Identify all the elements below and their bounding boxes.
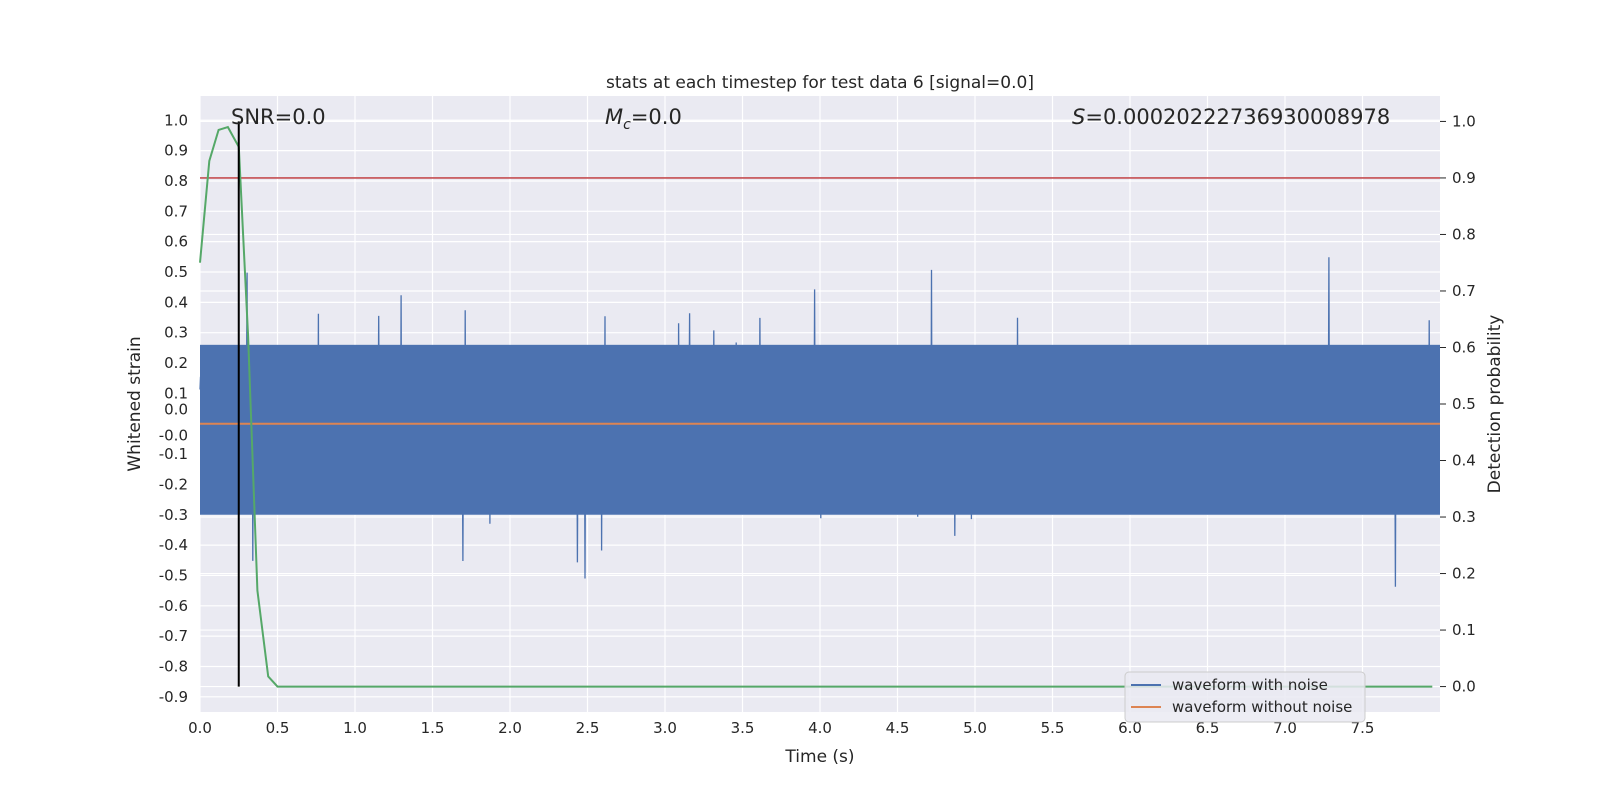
mc-subscript: c xyxy=(623,117,631,133)
y2-tick-label: 0.2 xyxy=(1452,565,1476,583)
y2-tick-label: 0.3 xyxy=(1452,508,1476,526)
y-tick-label: 0.6 xyxy=(164,233,188,251)
s-symbol: S xyxy=(1072,105,1085,129)
y-tick-label: 0.1 xyxy=(164,384,188,402)
y-tick-label: -0.8 xyxy=(159,657,188,675)
y-tick-label: 1.0 xyxy=(164,111,188,129)
mc-value: =0.0 xyxy=(631,105,682,129)
snr-annotation: SNR=0.0 xyxy=(231,105,326,129)
x-tick-label: 1.5 xyxy=(421,719,445,737)
mc-symbol: M xyxy=(605,105,623,129)
y-tick-label: -0.5 xyxy=(159,566,188,584)
x-tick-label: 2.5 xyxy=(576,719,600,737)
waveform-with-noise-band xyxy=(200,344,1440,515)
x-tick-label: 6.5 xyxy=(1196,719,1220,737)
y-tick-label: -0.4 xyxy=(159,536,188,554)
y2-tick-label: 0.7 xyxy=(1452,282,1476,300)
x-tick-label: 2.0 xyxy=(498,719,522,737)
s-value: =0.00020222736930008978 xyxy=(1085,105,1390,129)
y2-tick-label: 0.1 xyxy=(1452,621,1476,639)
y-tick-label: -0.7 xyxy=(159,627,188,645)
x-tick-label: 4.5 xyxy=(886,719,910,737)
y-tick-label: 0.2 xyxy=(164,354,188,372)
mc-annotation: Mc=0.0 xyxy=(605,105,682,133)
x-tick-label: 7.0 xyxy=(1273,719,1297,737)
y2-tick-label: 0.0 xyxy=(1452,678,1476,696)
legend-label-waveform-without-noise: waveform without noise xyxy=(1172,698,1352,716)
x-tick-label: 3.0 xyxy=(653,719,677,737)
y2-tick-label: 0.6 xyxy=(1452,338,1476,356)
x-tick-labels: 0.0 0.5 1.0 1.5 2.0 2.5 3.0 3.5 4.0 4.5 5.0 5.5 6.0 6… xyxy=(188,719,1374,737)
y-tick-label: -0.2 xyxy=(159,475,188,493)
y-tick-label: -0.1 xyxy=(159,445,188,463)
y-tick-label: -0.9 xyxy=(159,688,188,706)
y2-tick-label: 0.8 xyxy=(1452,225,1476,243)
y-axis-label: Whitened strain xyxy=(125,336,145,471)
y2-tick-label: 0.4 xyxy=(1452,452,1476,470)
y2-tick-label: 1.0 xyxy=(1452,112,1476,130)
y-tick-labels: 1.00.90.80.70.60.50.40.30.20.10.0-0.0-0.… xyxy=(159,111,188,706)
y-tick-label: -0.6 xyxy=(159,597,188,615)
legend-box xyxy=(1124,671,1366,723)
x-tick-label: 1.0 xyxy=(343,719,367,737)
y-tick-label: 0.8 xyxy=(164,172,188,190)
y-tick-label: 0.4 xyxy=(164,293,188,311)
series-waveform-with-noise xyxy=(199,257,1440,587)
x-tick-label: 3.5 xyxy=(731,719,755,737)
y2-tick-label: 0.9 xyxy=(1452,169,1476,187)
y-tick-label: -0.3 xyxy=(159,506,188,524)
y-tick-label: -0.0 xyxy=(159,427,188,445)
y-tick-label: 0.3 xyxy=(164,324,188,342)
y-tick-label: 0.0 xyxy=(164,401,188,419)
legend: waveform with noise waveform without noi… xyxy=(1124,671,1366,723)
y2-axis-label: Detection probability xyxy=(1485,315,1505,494)
x-tick-label: 5.5 xyxy=(1041,719,1065,737)
y-tick-label: 0.5 xyxy=(164,263,188,281)
y-tick-label: 0.9 xyxy=(164,142,188,160)
x-tick-label: 0.0 xyxy=(188,719,212,737)
x-axis-label: Time (s) xyxy=(784,747,854,767)
y2-tick-labels: 1.0 0.9 0.8 0.7 0.6 0.5 0.4 0.3 0.2 0.1 0.0 xyxy=(1452,112,1476,695)
s-annotation: S=0.00020222736930008978 xyxy=(1072,105,1390,129)
x-tick-label: 0.5 xyxy=(266,719,290,737)
series-detection-probability xyxy=(199,125,1433,688)
y-tick-label: 0.7 xyxy=(164,202,188,220)
y2-tick-label: 0.5 xyxy=(1452,395,1476,413)
x-tick-label: 5.0 xyxy=(963,719,987,737)
x-tick-label: 4.0 xyxy=(808,719,832,737)
x-tick-label: 6.0 xyxy=(1118,719,1142,737)
x-tick-label: 7.5 xyxy=(1351,719,1375,737)
chart-title: stats at each timestep for test data 6 [… xyxy=(606,73,1034,93)
legend-label-waveform-with-noise: waveform with noise xyxy=(1172,676,1328,694)
